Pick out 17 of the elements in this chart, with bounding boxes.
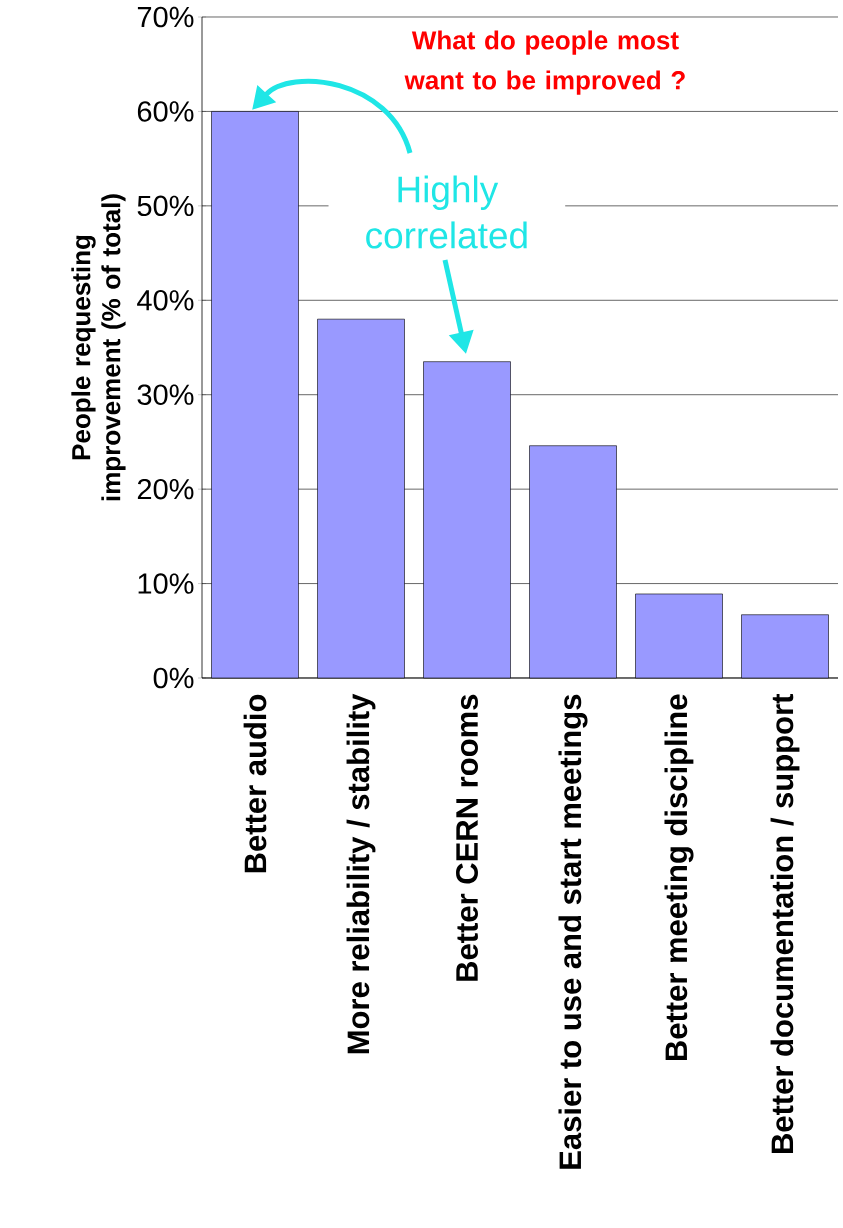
x-tick-label: Better CERN rooms: [456, 694, 478, 981]
y-axis-title: People requesting improvement (% of total): [71, 194, 126, 501]
y-tick-label: 0%: [153, 667, 194, 689]
x-tick-label: Better documentation / support: [770, 693, 800, 1154]
x-tick-label: Better audio: [243, 694, 267, 873]
x-tick-label: Easier to use and start meetings: [558, 694, 588, 1169]
y-tick-label: 40%: [137, 290, 194, 311]
x-tick-label: Better meeting discipline: [664, 694, 694, 1061]
x-tick-label: More reliability / stability: [346, 693, 376, 1054]
y-tick-label: 20%: [137, 478, 194, 500]
y-tick-label: 10%: [138, 573, 194, 594]
y-tick-label: 60%: [137, 101, 194, 122]
y-tick-label: 70%: [137, 6, 194, 28]
y-tick-label: 30%: [137, 384, 194, 405]
y-tick-label: 50%: [137, 195, 194, 217]
annotation: Highly correlated: [366, 175, 527, 249]
text: What do people most want to be improved ?: [404, 30, 685, 95]
